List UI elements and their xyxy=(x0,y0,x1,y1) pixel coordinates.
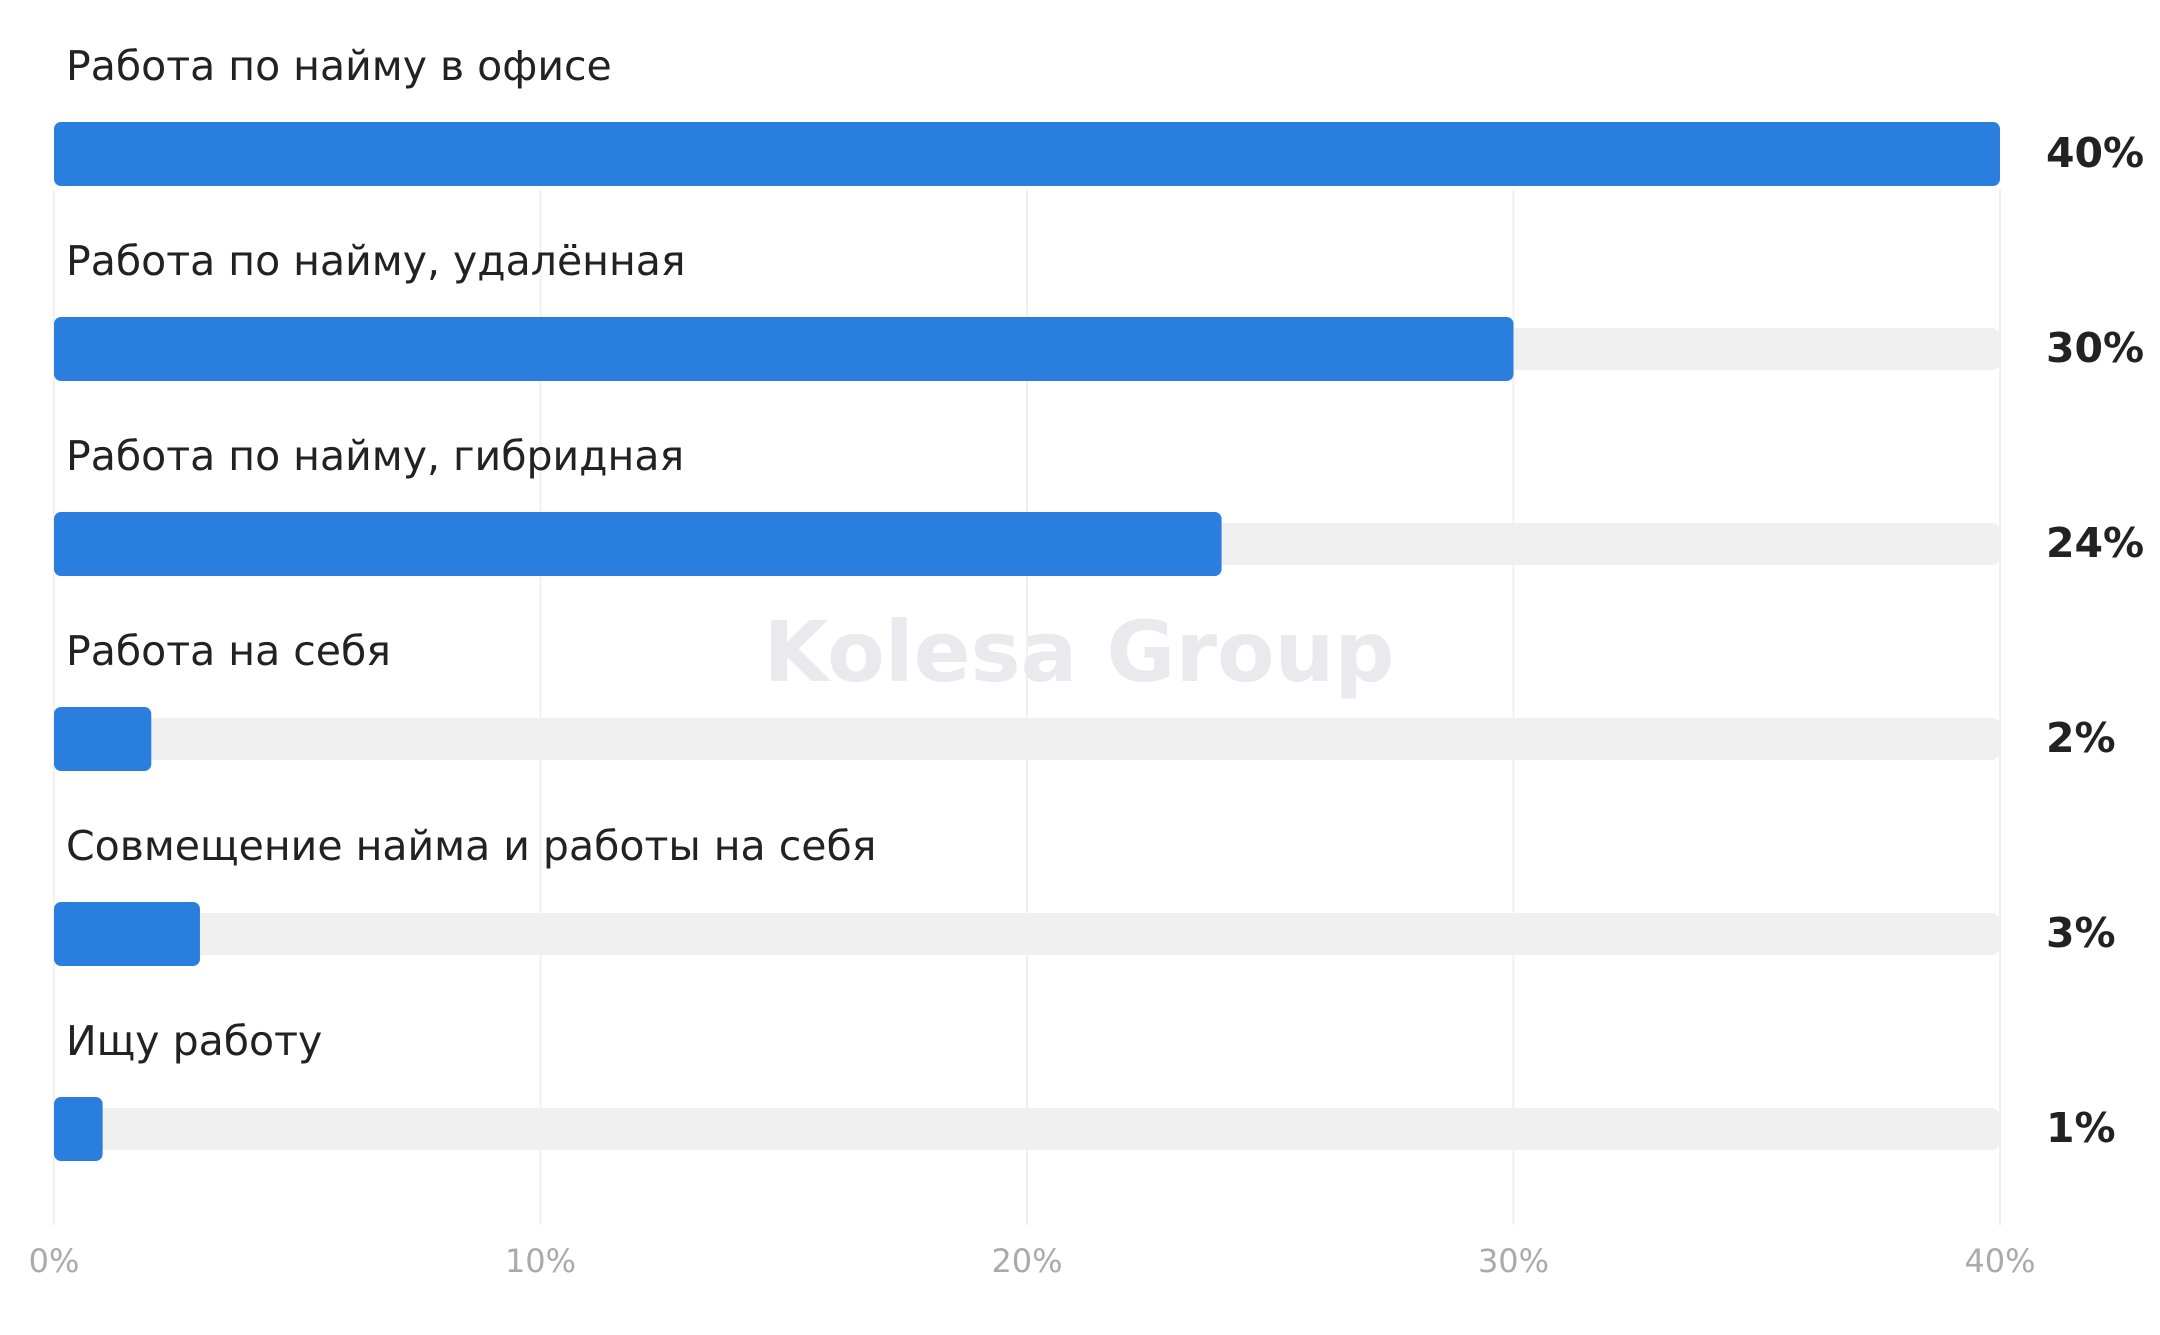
bar xyxy=(54,317,1514,381)
category-label: Работа по найму, гибридная xyxy=(66,432,684,480)
bar xyxy=(54,122,2000,186)
category-label: Ищу работу xyxy=(66,1017,322,1065)
category-label: Работа по найму, удалённая xyxy=(66,237,686,285)
value-label: 24% xyxy=(2046,519,2144,567)
value-label: 3% xyxy=(2046,909,2116,957)
value-label: 1% xyxy=(2046,1104,2116,1152)
x-tick-label: 30% xyxy=(1478,1242,1549,1280)
bar xyxy=(54,512,1222,576)
bar xyxy=(54,707,152,771)
category-label: Работа на себя xyxy=(66,627,391,675)
bar-track xyxy=(54,718,2000,760)
x-tick-label: 0% xyxy=(29,1242,80,1280)
value-label: 40% xyxy=(2046,129,2144,177)
watermark: Kolesa Group xyxy=(763,603,1394,701)
x-tick-label: 40% xyxy=(1964,1242,2035,1280)
x-tick-label: 20% xyxy=(991,1242,1062,1280)
x-tick-label: 10% xyxy=(505,1242,576,1280)
category-label: Работа по найму в офисе xyxy=(66,42,612,90)
bar xyxy=(54,902,200,966)
category-label: Совмещение найма и работы на себя xyxy=(66,822,876,870)
value-label: 2% xyxy=(2046,714,2116,762)
bar-track xyxy=(54,913,2000,955)
value-label: 30% xyxy=(2046,324,2144,372)
bar-track xyxy=(54,1108,2000,1150)
bar xyxy=(54,1097,103,1161)
